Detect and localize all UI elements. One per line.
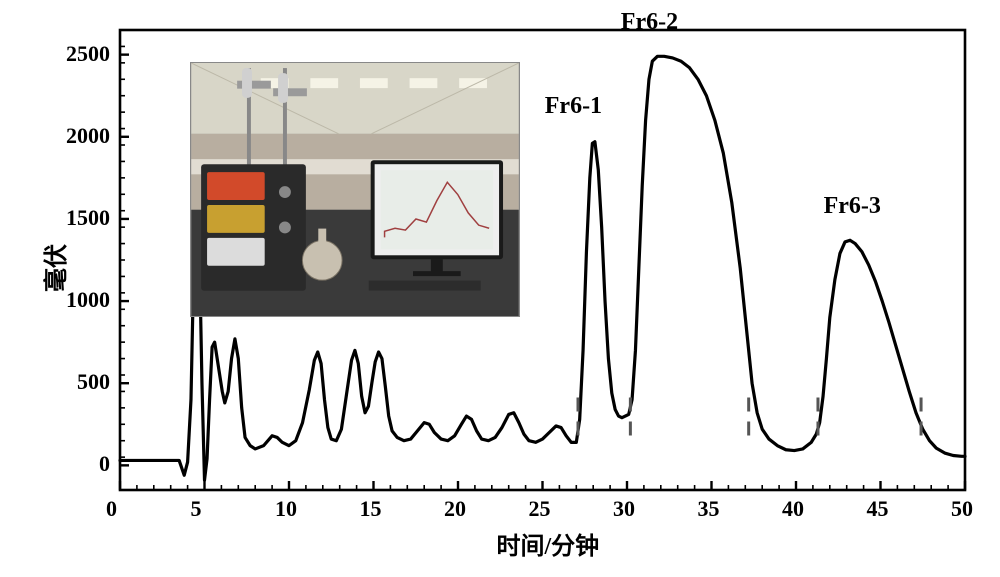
x-tick: 45 <box>867 496 889 522</box>
x-axis-label: 时间/分钟 <box>497 526 600 561</box>
y-axis-label: 毫伏 <box>36 244 71 292</box>
x-tick: 10 <box>275 496 297 522</box>
x-tick: 20 <box>444 496 466 522</box>
y-tick: 1000 <box>66 287 110 313</box>
inset-photo-lab <box>190 62 520 317</box>
y-tick: 2500 <box>66 41 110 67</box>
x-tick: 5 <box>191 496 202 522</box>
chart-container: 毫伏 时间/分钟 Fr6-1 Fr6-2 Fr6-3 0 5 10 15 20 25 30 3… <box>0 0 1000 572</box>
x-tick: 15 <box>360 496 382 522</box>
x-tick: 25 <box>529 496 551 522</box>
y-tick: 1500 <box>66 205 110 231</box>
x-tick: 40 <box>782 496 804 522</box>
peak-label-fr6-2: Fr6-2 <box>621 9 678 36</box>
peak-label-fr6-1: Fr6-1 <box>545 93 602 120</box>
x-tick: 30 <box>613 496 635 522</box>
peak-label-fr6-3: Fr6-3 <box>824 193 881 220</box>
y-tick: 500 <box>77 369 110 395</box>
x-tick: 0 <box>106 496 117 522</box>
x-tick: 50 <box>951 496 973 522</box>
x-tick: 35 <box>698 496 720 522</box>
y-tick: 0 <box>99 451 110 477</box>
y-tick: 2000 <box>66 123 110 149</box>
